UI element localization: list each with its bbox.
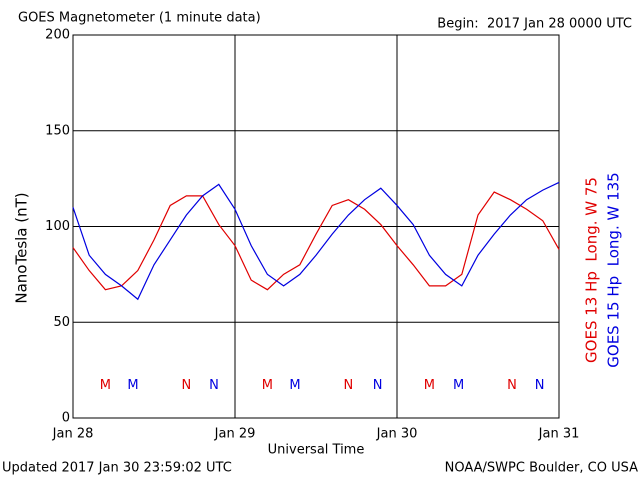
y-tick-label: 50 (53, 315, 70, 330)
footer-right: NOAA/SWPC Boulder, CO USA (445, 461, 638, 476)
legend-entry: GOES 13 Hp Long. W 75 (583, 177, 601, 363)
event-marker: N (182, 378, 192, 393)
event-marker: M (289, 378, 300, 393)
x-tick-label: Jan 30 (376, 427, 418, 442)
x-tick-label: Jan 29 (214, 427, 256, 442)
series-line (72, 191, 560, 291)
event-marker: M (100, 378, 111, 393)
x-tick-label: Jan 28 (52, 427, 94, 442)
event-marker: M (453, 378, 464, 393)
event-marker: N (209, 378, 219, 393)
legend-entry: GOES 15 Hp Long. W 135 (605, 172, 623, 367)
y-tick-label: 0 (62, 411, 70, 426)
event-marker: M (424, 378, 435, 393)
y-tick-label: 100 (45, 219, 70, 234)
x-axis-label: Universal Time (268, 443, 365, 458)
footer-left: Updated 2017 Jan 30 23:59:02 UTC (2, 461, 232, 476)
event-marker: M (262, 378, 273, 393)
plot-frame (72, 34, 560, 419)
y-axis-label: NanoTesla (nT) (13, 192, 31, 303)
y-tick-label: 200 (45, 28, 70, 43)
event-marker: N (344, 378, 354, 393)
event-marker: M (127, 378, 138, 393)
chart-title: GOES Magnetometer (1 minute data) (18, 11, 261, 26)
event-marker: N (535, 378, 545, 393)
chart-subtitle: Begin: 2017 Jan 28 0000 UTC (437, 17, 632, 32)
y-tick-label: 150 (45, 123, 70, 138)
event-marker: N (373, 378, 383, 393)
x-tick-label: Jan 31 (538, 427, 580, 442)
series-line (72, 181, 560, 301)
event-marker: N (507, 378, 517, 393)
